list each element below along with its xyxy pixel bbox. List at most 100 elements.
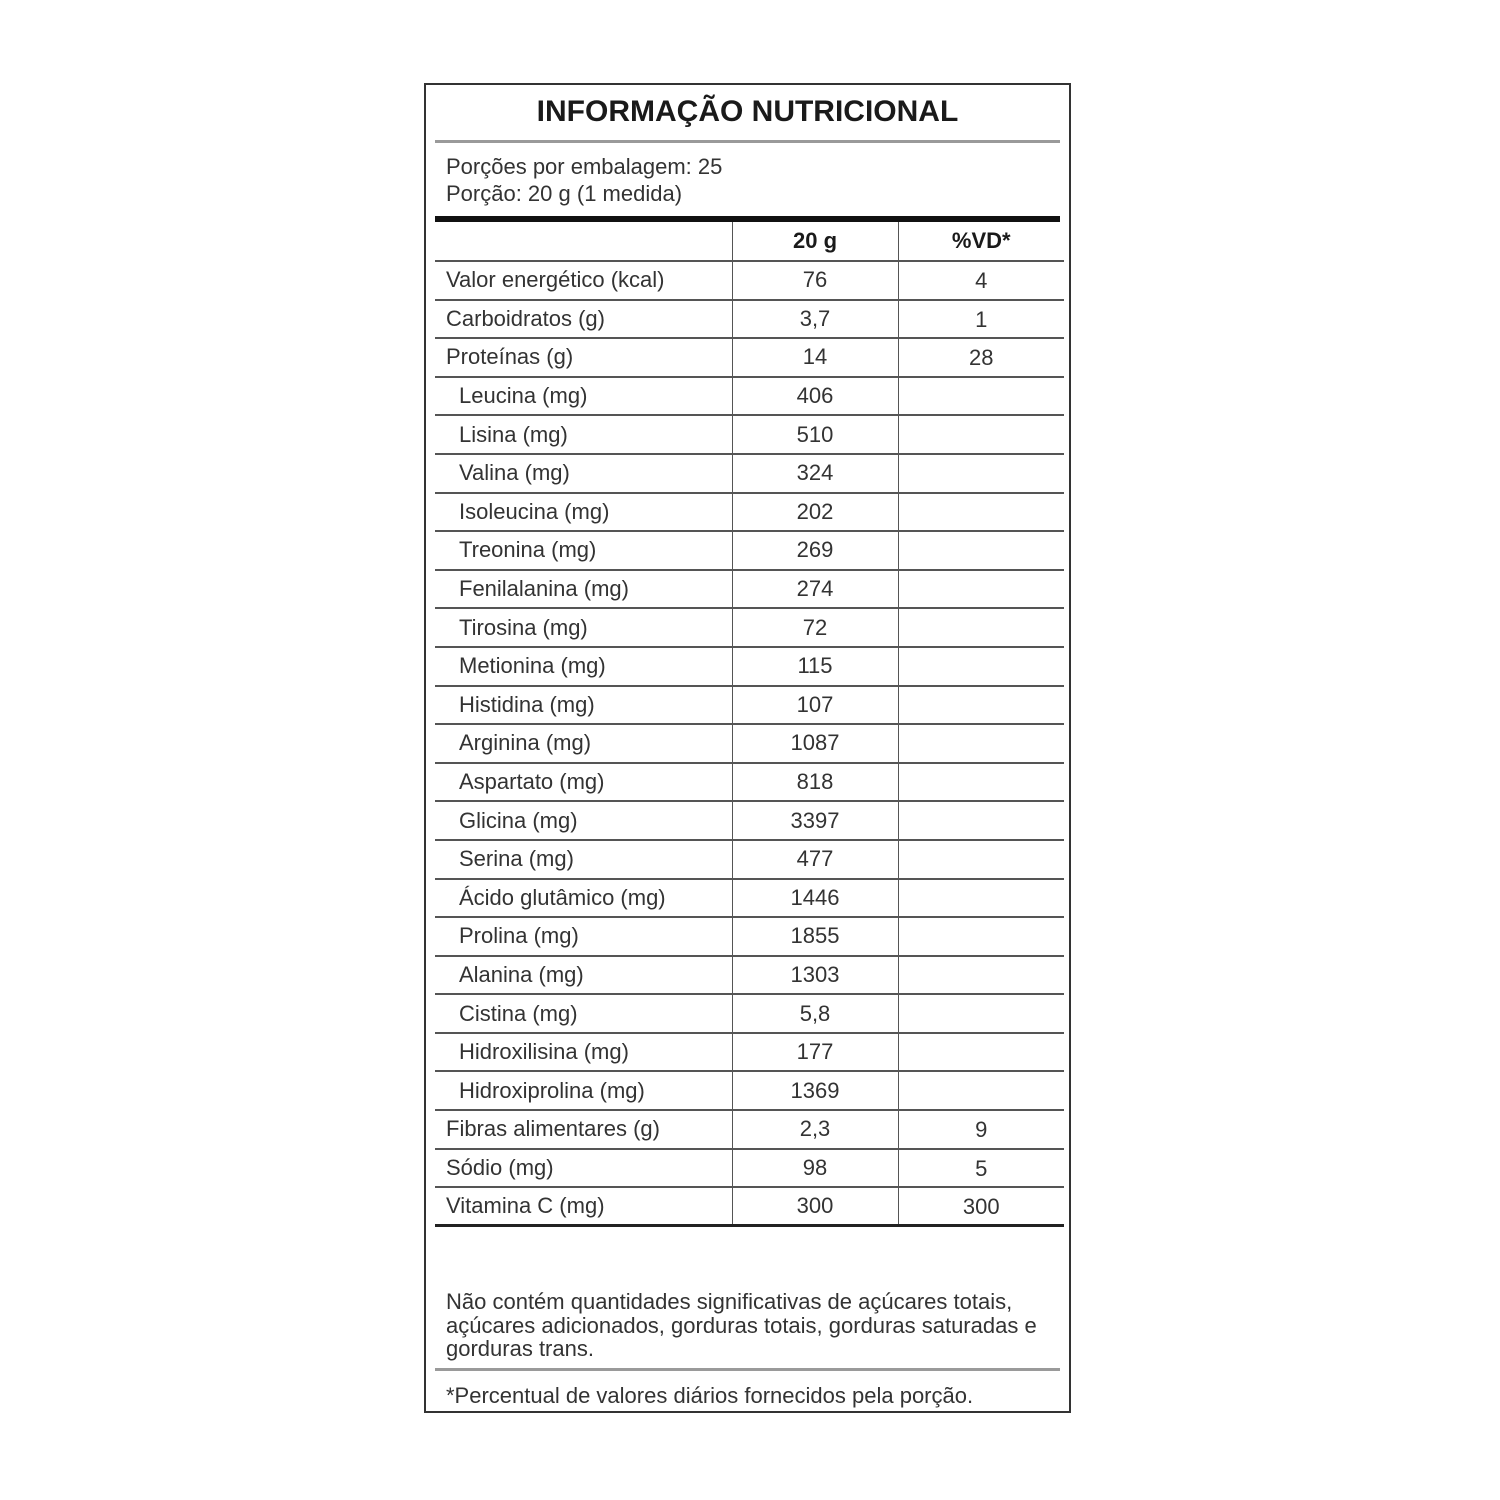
- nutrient-amount: 98: [732, 1148, 899, 1189]
- nutrient-name: Leucina (mg): [435, 376, 733, 417]
- nutrient-dv: [898, 801, 1064, 841]
- nutrient-name: Hidroxiprolina (mg): [435, 1071, 733, 1112]
- nutrient-name: Serina (mg): [435, 839, 733, 880]
- nutrition-table: 20 g %VD* Valor energético (kcal) 76 4 Carb…: [435, 222, 1064, 1228]
- nutrient-amount: 1303: [732, 955, 899, 996]
- nutrient-name: Carboidratos (g): [435, 299, 733, 340]
- table-row: Vitamina C (mg) 300 300: [435, 1187, 1064, 1228]
- nutrient-dv: [898, 569, 1064, 610]
- nutrient-amount: 324: [732, 453, 899, 494]
- nutrient-amount: 107: [732, 685, 899, 726]
- table-row: Valina (mg) 324: [435, 453, 1064, 494]
- nutrient-amount: 477: [732, 839, 899, 880]
- nutrient-dv: [898, 415, 1064, 455]
- nutrient-name: Metionina (mg): [435, 646, 733, 687]
- nutrient-name: Proteínas (g): [435, 338, 733, 378]
- table-row: Serina (mg) 477: [435, 839, 1064, 880]
- serving-size: Porção: 20 g (1 medida): [446, 181, 683, 206]
- table-row: Prolina (mg) 1855: [435, 917, 1064, 957]
- nutrient-amount: 510: [732, 415, 899, 455]
- nutrient-name: Prolina (mg): [435, 917, 733, 957]
- table-row: Lisina (mg) 510: [435, 415, 1064, 455]
- nutrient-name: Lisina (mg): [435, 415, 733, 455]
- servings-per-package: Porções por embalagem: 25: [446, 154, 723, 179]
- nutrient-amount: 1446: [732, 878, 899, 919]
- daily-value-footnote: *Percentual de valores diários fornecido…: [446, 1383, 974, 1408]
- nutrient-dv: [898, 839, 1064, 880]
- nutrition-facts-label: INFORMAÇÃO NUTRICIONAL Porções por embal…: [424, 83, 1071, 1413]
- nutrient-amount: 1369: [732, 1071, 899, 1112]
- nutrient-amount: 76: [732, 261, 899, 301]
- nutrient-dv: [898, 878, 1064, 919]
- label-title: INFORMAÇÃO NUTRICIONAL: [536, 95, 959, 128]
- nutrient-dv: [898, 994, 1064, 1034]
- table-row: Alanina (mg) 1303: [435, 955, 1064, 996]
- nutrient-name: Sódio (mg): [435, 1148, 733, 1189]
- nutrient-dv: [898, 376, 1064, 417]
- table-row: Sódio (mg) 98 5: [435, 1148, 1064, 1189]
- nutrient-dv: [898, 1032, 1064, 1073]
- not-significant-note: Não contém quantidades significativas de…: [446, 1289, 1037, 1361]
- header-amount: 20 g: [732, 222, 899, 262]
- nutrient-dv: [898, 453, 1064, 494]
- nutrient-name: Histidina (mg): [435, 685, 733, 726]
- table-row: Ácido glutâmico (mg) 1446: [435, 878, 1064, 919]
- nutrient-name: Ácido glutâmico (mg): [435, 878, 733, 919]
- table-row: Fenilalanina (mg) 274: [435, 569, 1064, 610]
- nutrient-name: Valor energético (kcal): [435, 261, 733, 301]
- nutrient-name: Glicina (mg): [435, 801, 733, 841]
- nutrient-amount: 202: [732, 492, 899, 533]
- nutrient-dv: [898, 531, 1064, 571]
- table-row: Cistina (mg) 5,8: [435, 994, 1064, 1034]
- nutrient-amount: 1087: [732, 724, 899, 764]
- nutrient-name: Cistina (mg): [435, 994, 733, 1034]
- table-row: Histidina (mg) 107: [435, 685, 1064, 726]
- nutrient-dv: [898, 955, 1064, 996]
- nutrient-name: Treonina (mg): [435, 531, 733, 571]
- nutrient-dv: [898, 608, 1064, 648]
- nutrient-dv: 300: [898, 1187, 1064, 1228]
- nutrient-amount: 300: [732, 1187, 899, 1228]
- table-row: Metionina (mg) 115: [435, 646, 1064, 687]
- table-row: Treonina (mg) 269: [435, 531, 1064, 571]
- nutrient-dv: [898, 492, 1064, 533]
- nutrient-dv: [898, 646, 1064, 687]
- table-row: Aspartato (mg) 818: [435, 762, 1064, 803]
- table-header: 20 g %VD*: [435, 222, 1064, 262]
- table-row: Tirosina (mg) 72: [435, 608, 1064, 648]
- table-row: Fibras alimentares (g) 2,3 9: [435, 1110, 1064, 1150]
- table-row: Valor energético (kcal) 76 4: [435, 261, 1064, 301]
- nutrient-dv: 1: [898, 299, 1064, 340]
- nutrient-amount: 274: [732, 569, 899, 610]
- table-row: Leucina (mg) 406: [435, 376, 1064, 417]
- divider: [435, 1368, 1060, 1371]
- nutrient-amount: 3,7: [732, 299, 899, 340]
- nutrient-name: Fibras alimentares (g): [435, 1110, 733, 1150]
- table-row: Hidroxiprolina (mg) 1369: [435, 1071, 1064, 1112]
- table-row: Hidroxilisina (mg) 177: [435, 1032, 1064, 1073]
- thick-divider: [435, 216, 1060, 222]
- nutrient-amount: 406: [732, 376, 899, 417]
- nutrient-dv: [898, 724, 1064, 764]
- nutrient-name: Valina (mg): [435, 453, 733, 494]
- nutrient-name: Fenilalanina (mg): [435, 569, 733, 610]
- table-row: Carboidratos (g) 3,7 1: [435, 299, 1064, 340]
- table-row: Glicina (mg) 3397: [435, 801, 1064, 841]
- nutrient-amount: 2,3: [732, 1110, 899, 1150]
- nutrient-amount: 5,8: [732, 994, 899, 1034]
- nutrient-amount: 269: [732, 531, 899, 571]
- nutrient-name: Isoleucina (mg): [435, 492, 733, 533]
- nutrient-dv: 28: [898, 338, 1064, 378]
- nutrient-name: Aspartato (mg): [435, 762, 733, 803]
- nutrient-name: Tirosina (mg): [435, 608, 733, 648]
- nutrient-amount: 818: [732, 762, 899, 803]
- nutrient-dv: [898, 685, 1064, 726]
- nutrient-dv: [898, 762, 1064, 803]
- nutrient-name: Vitamina C (mg): [435, 1187, 733, 1228]
- nutrient-amount: 177: [732, 1032, 899, 1073]
- nutrient-dv: [898, 917, 1064, 957]
- nutrient-dv: 4: [898, 261, 1064, 301]
- nutrient-dv: 5: [898, 1148, 1064, 1189]
- nutrient-amount: 1855: [732, 917, 899, 957]
- table-row: Arginina (mg) 1087: [435, 724, 1064, 764]
